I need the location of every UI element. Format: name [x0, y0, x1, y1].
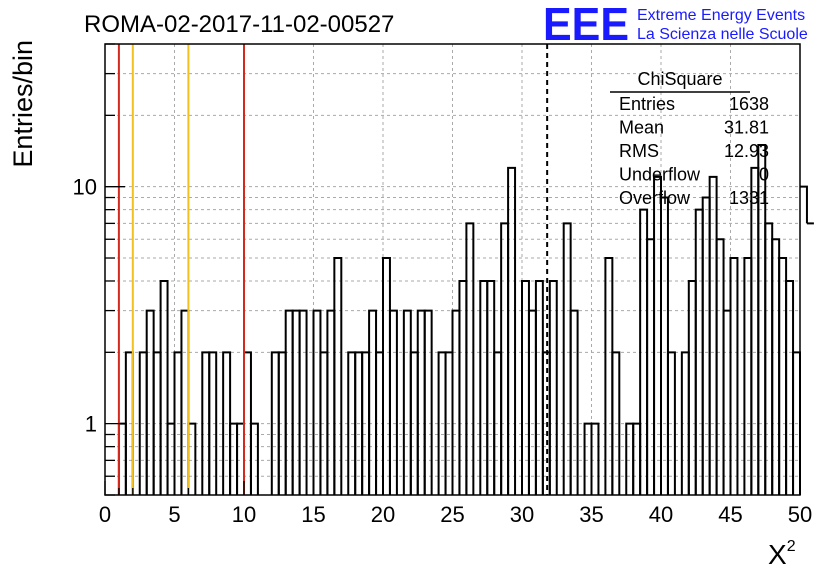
stats-rows: Entries 1638 Mean 31.81 RMS 12.93 Underflow 0 Ov… [619, 94, 769, 208]
stats-label: Mean [619, 118, 664, 138]
histogram-bar [465, 222, 475, 495]
logo-line-2: La Scienza nelle Scuole [637, 26, 808, 43]
stats-value: 1331 [729, 188, 769, 208]
histogram-bar [208, 351, 218, 495]
x-tick-label: 10 [232, 502, 256, 527]
chart-title: ROMA-02-2017-11-02-00527 [84, 11, 394, 38]
stats-value: 12.93 [724, 141, 769, 161]
histogram-bar [159, 279, 169, 495]
y-tick-label: 10 [73, 175, 97, 200]
x-tick-label: 45 [718, 502, 742, 527]
reference-lines [117, 44, 549, 495]
histogram-bar [660, 196, 669, 495]
eee-logo-mark: EEE [543, 0, 629, 50]
histogram-bar [423, 309, 433, 495]
histogram-bar [333, 257, 343, 495]
histogram-bar [388, 309, 398, 495]
stats-value: 0 [759, 165, 769, 185]
stats-label: RMS [619, 141, 659, 161]
y-axis-label: Entries/bin [8, 40, 38, 168]
histogram-bar [548, 279, 558, 495]
x-tick-label: 0 [99, 502, 111, 527]
x-axis-label-superscript: 2 [787, 538, 796, 555]
histogram-bar [249, 422, 259, 495]
histogram-bar [611, 351, 621, 495]
stats-box: ChiSquare Entries 1638 Mean 31.81 RMS 12.93 Un… [610, 69, 769, 208]
logo-line-1: Extreme Energy Events [637, 7, 805, 24]
x-tick-label: 15 [301, 502, 325, 527]
x-axis-label-base: X [768, 539, 787, 570]
x-tick-label: 40 [649, 502, 673, 527]
histogram-bar [507, 166, 517, 495]
histogram-bar [298, 309, 308, 495]
overflow-bar [800, 185, 808, 224]
stats-title: ChiSquare [637, 69, 722, 89]
axis-ticks [104, 43, 801, 496]
x-tick-label: 35 [579, 502, 603, 527]
stats-label: Entries [619, 94, 675, 114]
stats-label: Overflow [619, 188, 691, 208]
x-axis-label: X2 [768, 538, 796, 570]
histogram-bars [117, 143, 814, 495]
histogram-bar [666, 351, 676, 495]
x-tick-labels: 0 5 10 15 20 25 30 35 40 45 50 [99, 502, 812, 527]
eee-logo: EEE Extreme Energy Events La Scienza nel… [543, 0, 808, 50]
x-tick-label: 25 [440, 502, 464, 527]
histogram-bar [729, 257, 739, 495]
histogram-bar [569, 309, 579, 495]
stats-value: 31.81 [724, 118, 769, 138]
grid-lines [105, 44, 800, 495]
x-tick-label: 50 [788, 502, 812, 527]
stats-value: 1638 [729, 94, 769, 114]
histogram-bar [590, 422, 600, 495]
stats-label: Underflow [619, 165, 701, 185]
x-tick-label: 5 [168, 502, 180, 527]
x-tick-label: 20 [371, 502, 395, 527]
y-tick-label: 1 [85, 412, 97, 437]
x-tick-label: 30 [510, 502, 534, 527]
y-tick-labels: 1 10 [73, 175, 97, 437]
